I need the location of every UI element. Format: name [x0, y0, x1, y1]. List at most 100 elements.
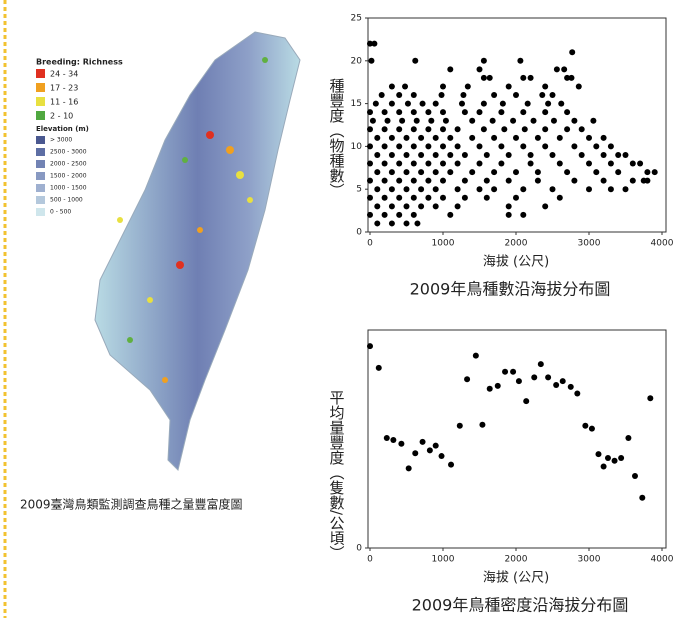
- x-tick-label: 4000: [651, 555, 674, 565]
- point: [639, 495, 645, 501]
- point: [542, 109, 548, 115]
- x-tick-label: 3000: [578, 555, 601, 565]
- point: [455, 143, 461, 149]
- point: [406, 465, 412, 471]
- legend-label: > 3000: [50, 137, 72, 144]
- point: [477, 143, 483, 149]
- point: [418, 152, 424, 158]
- point: [608, 186, 614, 192]
- point: [382, 212, 388, 218]
- point: [433, 152, 439, 158]
- y-tick-label: 15: [351, 99, 362, 109]
- page: Breeding: Richness Elevation (m) 2009臺灣鳥…: [0, 0, 677, 618]
- point: [477, 66, 483, 72]
- point: [447, 212, 453, 218]
- point: [428, 118, 434, 124]
- point: [440, 161, 446, 167]
- point: [420, 439, 426, 445]
- point: [590, 118, 596, 124]
- point: [389, 83, 395, 89]
- point: [484, 195, 490, 201]
- plot-frame: [368, 330, 666, 548]
- legend-swatch: [36, 97, 45, 106]
- y-tick-label: 0: [356, 544, 362, 554]
- y-tick-label: 10: [351, 142, 363, 152]
- point: [411, 178, 417, 184]
- point: [443, 118, 449, 124]
- point: [411, 212, 417, 218]
- point: [385, 118, 391, 124]
- point: [447, 135, 453, 141]
- point: [412, 450, 418, 456]
- point: [440, 143, 446, 149]
- legend-label: 1500 - 2000: [50, 173, 87, 180]
- point: [539, 92, 545, 98]
- point: [632, 473, 638, 479]
- point: [481, 126, 487, 132]
- point: [469, 169, 475, 175]
- point: [389, 220, 395, 226]
- point: [367, 109, 373, 115]
- point: [425, 195, 431, 201]
- point: [582, 423, 588, 429]
- point: [528, 75, 534, 81]
- point: [447, 169, 453, 175]
- point: [382, 195, 388, 201]
- point: [571, 143, 577, 149]
- y-axis-label: 種豐度（物種數）: [328, 78, 346, 198]
- point: [490, 118, 496, 124]
- point: [520, 109, 526, 115]
- y-tick-label: 5: [356, 185, 362, 195]
- legend-swatch: [36, 184, 45, 192]
- point: [647, 395, 653, 401]
- point: [399, 118, 405, 124]
- point: [520, 212, 526, 218]
- y-axis-label: 平均量豐度（隻數/公頃）: [328, 390, 346, 560]
- point: [484, 178, 490, 184]
- point: [550, 186, 556, 192]
- point: [469, 135, 475, 141]
- point: [462, 109, 468, 115]
- point: [433, 135, 439, 141]
- point: [425, 126, 431, 132]
- point: [405, 101, 411, 107]
- point: [433, 169, 439, 175]
- point: [418, 135, 424, 141]
- point: [601, 152, 607, 158]
- point: [608, 143, 614, 149]
- point: [484, 152, 490, 158]
- point: [506, 152, 512, 158]
- point: [487, 386, 493, 392]
- point: [557, 135, 563, 141]
- point: [557, 195, 563, 201]
- point: [460, 92, 466, 98]
- point: [545, 374, 551, 380]
- point: [498, 143, 504, 149]
- point: [396, 161, 402, 167]
- point: [477, 109, 483, 115]
- point: [379, 92, 385, 98]
- point: [367, 343, 373, 349]
- point: [495, 383, 501, 389]
- point: [560, 378, 566, 384]
- point: [439, 92, 445, 98]
- point: [586, 135, 592, 141]
- taiwan-map: [95, 32, 300, 470]
- point: [605, 455, 611, 461]
- point: [384, 435, 390, 441]
- point: [382, 178, 388, 184]
- point: [462, 178, 468, 184]
- point: [574, 391, 580, 397]
- point: [398, 441, 404, 447]
- map-legend-title: Elevation (m): [36, 125, 89, 133]
- point: [542, 203, 548, 209]
- point: [612, 458, 618, 464]
- point: [491, 135, 497, 141]
- point: [535, 135, 541, 141]
- point: [477, 186, 483, 192]
- x-tick-label: 1000: [432, 239, 455, 249]
- point: [411, 195, 417, 201]
- point: [630, 161, 636, 167]
- point: [500, 101, 506, 107]
- point: [389, 169, 395, 175]
